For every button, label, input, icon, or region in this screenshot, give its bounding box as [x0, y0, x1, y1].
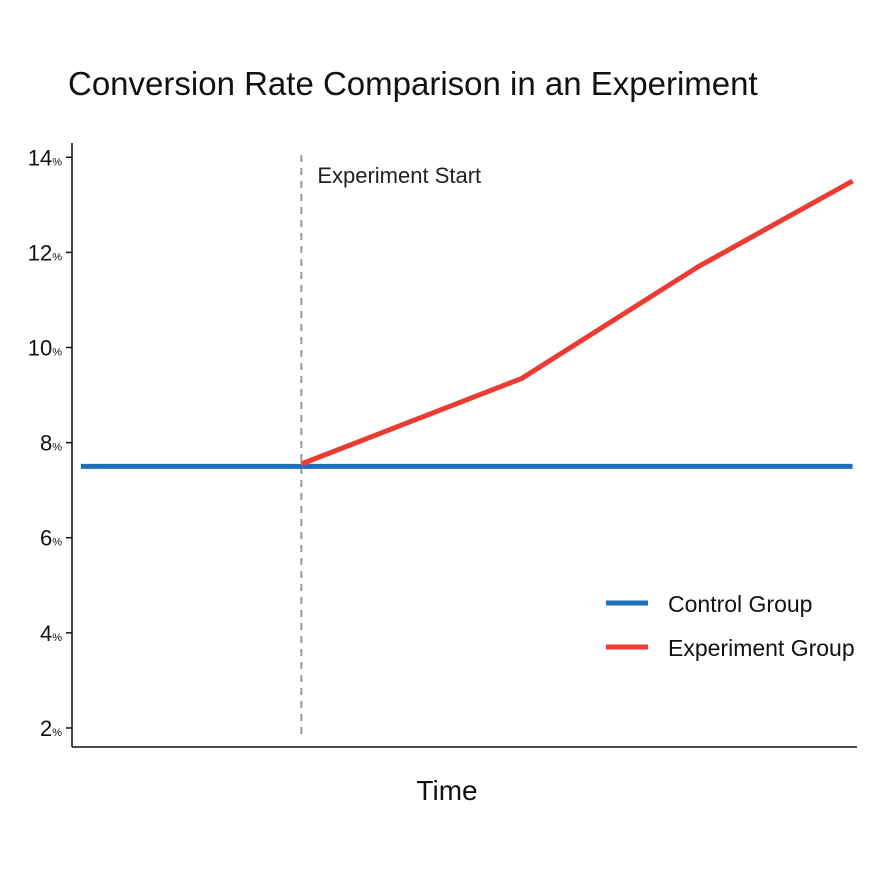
y-tick-value: 12	[28, 240, 52, 265]
legend-experiment-label: Experiment Group	[668, 635, 855, 661]
experiment-group-line	[300, 178, 854, 467]
x-axis-label: Time	[416, 775, 477, 806]
experiment-group-point	[521, 378, 522, 379]
control-group-point	[80, 466, 81, 467]
y-tick-unit: %	[52, 347, 62, 359]
y-tick-value: 8	[40, 431, 52, 456]
plot-area: 14%12%10%8%6%4%2% Experiment Start	[28, 143, 857, 748]
experiment-group-point	[698, 266, 699, 267]
y-tick-unit: %	[52, 156, 62, 168]
experiment-group-point	[301, 464, 302, 465]
y-tick-unit: %	[52, 632, 62, 644]
y-tick-value: 4	[40, 621, 52, 646]
y-tick-label: 2%	[40, 716, 62, 741]
y-tick-unit: %	[52, 537, 62, 549]
legend-control-label: Control Group	[668, 591, 812, 617]
chart-title: Conversion Rate Comparison in an Experim…	[68, 65, 758, 102]
y-tick-unit: %	[52, 727, 62, 739]
y-tick-value: 14	[28, 145, 52, 170]
y-tick-label: 10%	[28, 336, 62, 361]
experiment-group-point	[852, 181, 853, 182]
y-tick-unit: %	[52, 442, 62, 454]
y-tick-value: 10	[28, 336, 52, 361]
experiment-start-label: Experiment Start	[317, 163, 481, 188]
y-tick-value: 6	[40, 526, 52, 551]
series-layer	[80, 178, 854, 469]
y-tick-unit: %	[52, 251, 62, 263]
y-tick-label: 4%	[40, 621, 62, 646]
y-tick-value: 2	[40, 716, 52, 741]
y-axis-ticks: 14%12%10%8%6%4%2%	[28, 145, 72, 741]
control-group-point	[852, 466, 853, 467]
y-tick-label: 14%	[28, 145, 62, 170]
y-tick-label: 8%	[40, 431, 62, 456]
legend: Control Group Experiment Group	[606, 591, 855, 661]
y-tick-label: 6%	[40, 526, 62, 551]
y-tick-label: 12%	[28, 240, 62, 265]
